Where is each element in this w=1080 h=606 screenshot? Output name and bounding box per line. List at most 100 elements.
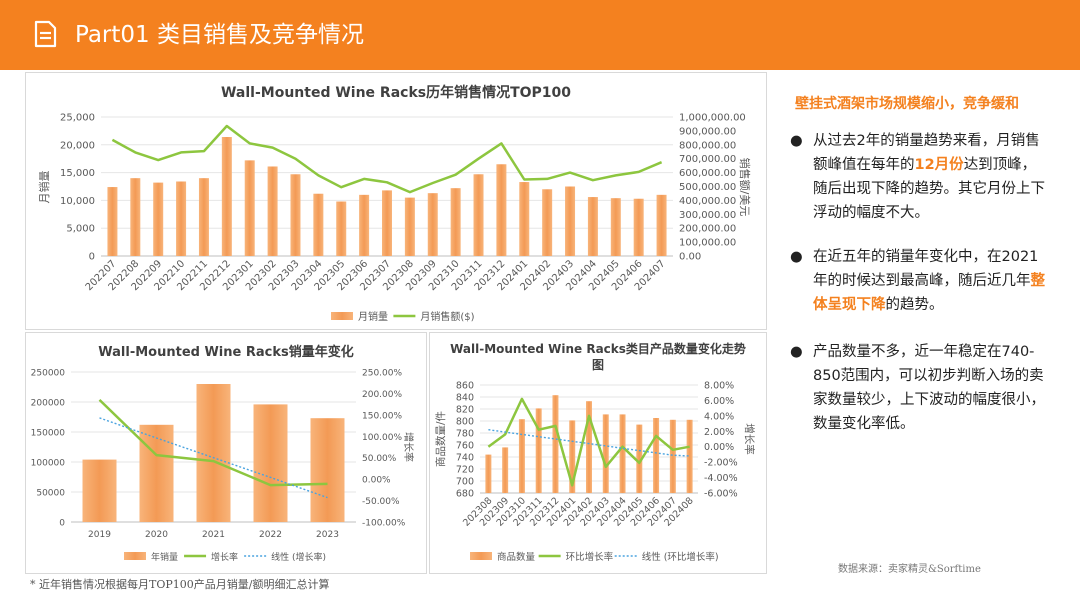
y-tick-label: 700: [456, 477, 474, 488]
bar: [619, 414, 626, 493]
bullet-text-part: 产品数量不多，近一年稳定在740-850范围内，可以初步判断入场的卖家数量较少，…: [813, 344, 1045, 432]
y-axis-title: 月销量: [37, 171, 51, 204]
insight-bullet-1: ● 从过去2年的销量趋势来看，月销售额峰值在每年的12月份达到顶峰，随后出现下降的…: [790, 129, 1050, 225]
y-tick-label: 840: [456, 393, 474, 404]
y-tick-label: 0: [89, 252, 95, 263]
y2-axis-title: 销售额/美元: [738, 158, 752, 217]
insight-bullet-3: ● 产品数量不多，近一年稳定在740-850范围内，可以初步判断入场的卖家数量较少…: [790, 340, 1050, 436]
data-source: 数据来源：卖家精灵&Sorftime: [838, 564, 981, 575]
bullet-dot-icon: ●: [790, 344, 803, 360]
bar: [587, 197, 598, 256]
y-axis-title: 商品数量/件: [434, 411, 447, 467]
bar: [82, 459, 117, 522]
footnote: * 近年销售情况根据每月TOP100产品月销量/额明细汇总计算: [30, 578, 330, 591]
bar: [653, 418, 660, 493]
bar: [253, 404, 288, 522]
legend-label: 月销量: [358, 310, 388, 323]
legend-label: 线性 (环比增长率): [642, 551, 719, 563]
y-tick-label: 25,000: [60, 113, 95, 124]
y-tick-label: 50000: [36, 489, 65, 499]
header-bar: Part01 类目销售及竞争情况: [0, 0, 1080, 70]
y-tick-label: 780: [456, 429, 474, 440]
chart-panel-monthly: Wall-Mounted Wine Racks历年销售情况TOP100 0 5,0…: [25, 72, 767, 330]
series-line: [487, 397, 690, 487]
y2-tick-label: 0.00%: [704, 442, 734, 453]
y-tick-label: 5,000: [66, 224, 95, 235]
bar: [569, 420, 576, 493]
y2-tick-label: 250.00%: [362, 369, 402, 379]
y2-tick-label: 2.00%: [704, 427, 734, 438]
y-tick-label: 720: [456, 465, 474, 476]
chart-yearly-sales: 0 50000 100000 150000 200000 250000 -100.00% -5…: [31, 369, 415, 564]
y2-tick-label: -6.00%: [704, 489, 738, 500]
legend-swatch-bar: [124, 552, 146, 560]
trend-line: [488, 429, 690, 457]
chart-title-monthly: Wall-Mounted Wine Racks历年销售情况TOP100: [220, 85, 572, 101]
y2-tick-label: 8.00%: [704, 381, 734, 392]
series-line: [111, 124, 663, 194]
bar: [686, 419, 693, 493]
x-tick-label: 2021: [202, 530, 225, 540]
bar: [290, 174, 301, 256]
y-tick-label: 760: [456, 441, 474, 452]
chart-panel-products: Wall-Mounted Wine Racks类目产品数量变化走势图 680 70…: [429, 332, 767, 574]
y-tick-label: 100000: [31, 459, 66, 469]
legend-swatch-bar: [331, 312, 353, 320]
bar: [153, 182, 164, 256]
bar: [244, 160, 255, 256]
legend-swatch-bar: [470, 552, 492, 560]
bullet-text-part: 从过去2年的销量趋势来看，月销售额峰值在每年的: [813, 133, 1040, 173]
y2-tick-label: 400,000.00: [679, 196, 736, 207]
y-tick-label: 860: [456, 381, 474, 392]
bar: [610, 198, 621, 256]
x-tick-label: 2022: [259, 530, 282, 540]
y-tick-label: 740: [456, 453, 474, 464]
bar: [485, 454, 492, 493]
bar: [267, 166, 278, 256]
bar: [496, 164, 507, 256]
legend-label: 线性 (增长率): [271, 551, 326, 563]
y2-axis-title: 增长率: [402, 432, 415, 462]
y2-tick-label: 4.00%: [704, 411, 734, 422]
y2-tick-label: 800,000.00: [679, 140, 736, 151]
bar: [221, 137, 232, 256]
bar: [310, 418, 345, 522]
bar: [404, 197, 415, 256]
bar: [656, 194, 667, 256]
x-tick-label: 2023: [316, 530, 339, 540]
trend-line: [99, 417, 328, 499]
y2-tick-label: 100,000.00: [679, 238, 736, 249]
bar: [502, 447, 509, 493]
bar: [565, 186, 576, 256]
bullet-text: 从过去2年的销量趋势来看，月销售额峰值在每年的12月份达到顶峰，随后出现下降的趋…: [813, 129, 1050, 225]
bar: [130, 178, 141, 256]
legend-label: 月销售额($): [420, 310, 474, 323]
bar: [586, 401, 592, 493]
bullet-dot-icon: ●: [790, 249, 803, 265]
x-tick-label: 2020: [145, 530, 168, 540]
y2-tick-label: -2.00%: [704, 458, 738, 469]
y-tick-label: 820: [456, 405, 474, 416]
bar: [313, 193, 324, 256]
bullet-text-part: 在近五年的销量年变化中，在2021年的时候达到最高峰，随后近几年: [813, 249, 1039, 289]
bar: [519, 182, 530, 256]
y2-tick-label: 1,000,000.00: [679, 113, 746, 124]
y-tick-label: 10,000: [60, 196, 95, 207]
bar: [382, 190, 392, 256]
highlight-text: 整体呈现下降: [813, 273, 1045, 313]
y-tick-label: 15,000: [60, 168, 95, 179]
bullet-text-part: 的趋势。: [885, 297, 944, 313]
document-icon: [34, 20, 57, 48]
bar: [139, 424, 174, 522]
bar: [176, 181, 187, 256]
bullet-text: 产品数量不多，近一年稳定在740-850范围内，可以初步判断入场的卖家数量较少，…: [813, 340, 1050, 436]
bullet-text-part: 达到顶峰，随后出现下降的趋势。其它月份上下浮动的幅度不大。: [813, 157, 1045, 221]
bar: [427, 193, 438, 256]
y2-axis-title: 增长率: [743, 423, 756, 455]
y2-tick-label: 200,000.00: [679, 224, 736, 235]
legend-label: 年销量: [151, 551, 178, 563]
bar: [518, 419, 525, 493]
y2-tick-label: 300,000.00: [679, 210, 736, 221]
bullet-text: 在近五年的销量年变化中，在2021年的时候达到最高峰，随后近几年整体呈现下降的趋…: [813, 245, 1050, 317]
y-tick-label: 800: [456, 417, 474, 428]
